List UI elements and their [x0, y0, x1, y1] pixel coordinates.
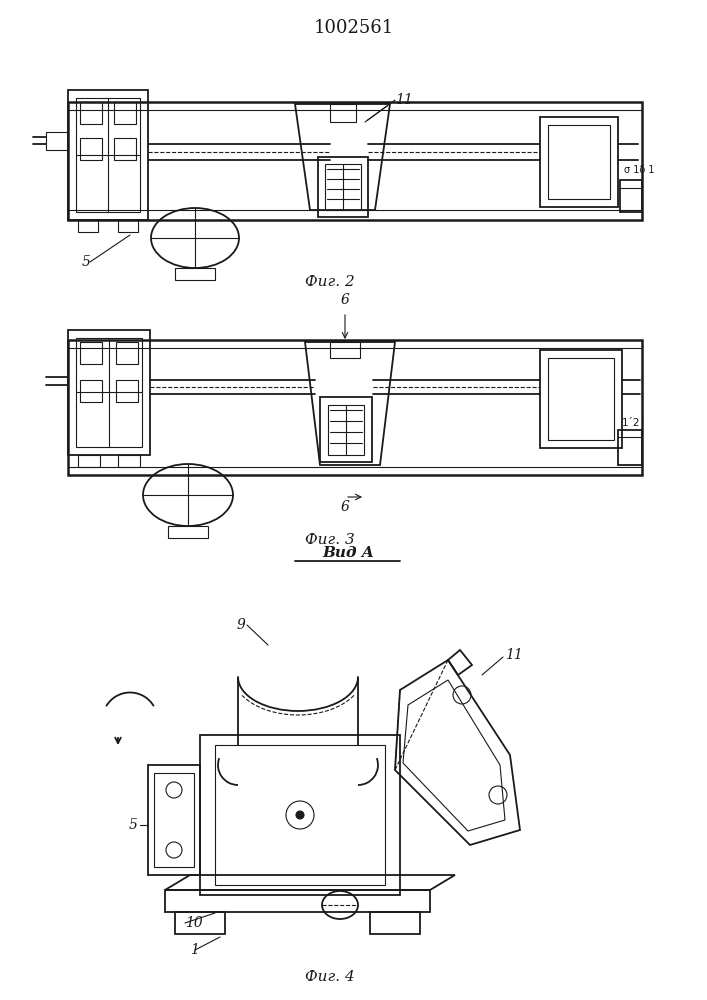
Text: 11: 11: [505, 648, 522, 662]
Bar: [154, 773, 194, 867]
Text: 5: 5: [129, 818, 138, 832]
Bar: [548, 358, 614, 440]
Bar: [76, 98, 140, 212]
Bar: [328, 405, 364, 455]
Text: Фиг. 2: Фиг. 2: [305, 275, 355, 289]
Text: 9: 9: [236, 618, 245, 632]
Bar: [168, 526, 208, 538]
Bar: [118, 455, 140, 467]
Bar: [320, 397, 372, 462]
Bar: [540, 117, 618, 207]
Bar: [80, 138, 102, 160]
Text: Вид A: Вид A: [322, 546, 374, 560]
Text: 5: 5: [82, 255, 91, 269]
Bar: [80, 102, 102, 124]
Bar: [116, 342, 138, 364]
Bar: [175, 268, 215, 280]
Bar: [46, 132, 68, 150]
Text: 1´2´: 1´2´: [622, 418, 645, 428]
Text: Фиг. 4: Фиг. 4: [305, 970, 355, 984]
Text: σ 1δ 1: σ 1δ 1: [624, 165, 655, 175]
Bar: [80, 342, 102, 364]
Bar: [78, 220, 98, 232]
Text: Фиг. 3: Фиг. 3: [305, 533, 355, 547]
Bar: [114, 138, 136, 160]
Bar: [68, 330, 150, 455]
Bar: [215, 745, 385, 885]
Bar: [540, 350, 622, 448]
Ellipse shape: [296, 811, 304, 819]
Bar: [148, 765, 200, 875]
Bar: [68, 102, 642, 220]
Bar: [330, 342, 360, 358]
Text: 1002561: 1002561: [314, 19, 394, 37]
Bar: [114, 102, 136, 124]
Bar: [78, 455, 100, 467]
Bar: [618, 430, 642, 465]
Text: 1: 1: [190, 943, 199, 957]
Text: 11: 11: [395, 93, 413, 107]
Bar: [118, 220, 138, 232]
Text: 10: 10: [185, 916, 203, 930]
Bar: [76, 338, 142, 447]
Bar: [175, 912, 225, 934]
Text: 6: 6: [341, 293, 349, 307]
Bar: [318, 157, 368, 217]
Bar: [620, 180, 642, 212]
Bar: [80, 380, 102, 402]
Bar: [68, 340, 642, 475]
Text: 6: 6: [341, 500, 349, 514]
Bar: [200, 735, 400, 895]
Bar: [548, 125, 610, 199]
Bar: [165, 890, 430, 912]
Bar: [330, 104, 356, 122]
Bar: [325, 164, 361, 210]
Bar: [116, 380, 138, 402]
Bar: [68, 90, 148, 220]
Bar: [370, 912, 420, 934]
